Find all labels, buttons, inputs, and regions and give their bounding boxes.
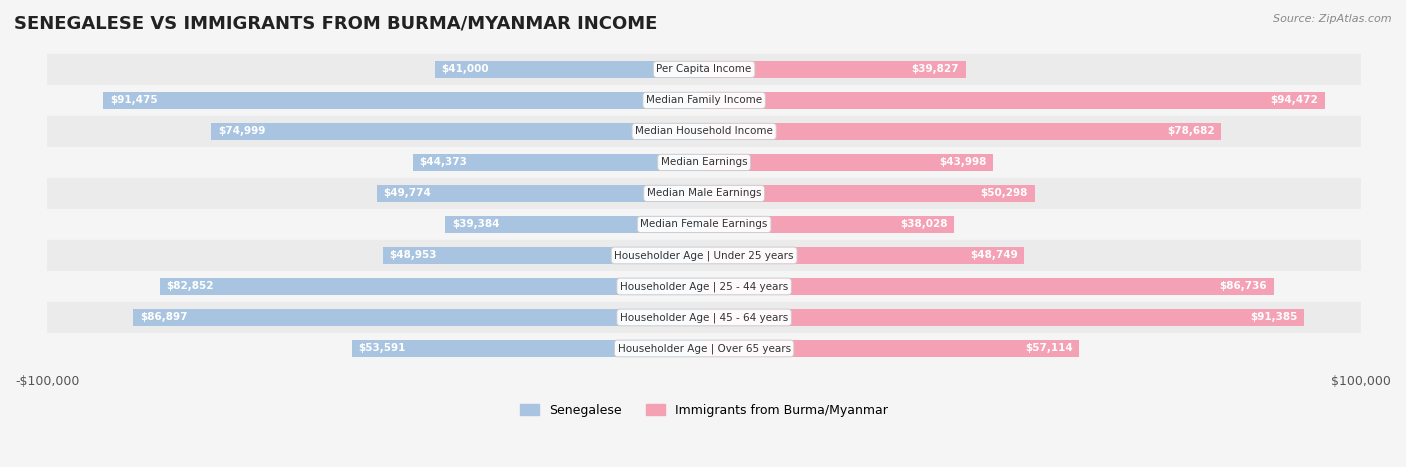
Text: Householder Age | 45 - 64 years: Householder Age | 45 - 64 years [620, 312, 789, 323]
Text: $91,385: $91,385 [1250, 312, 1298, 322]
Bar [48, 54, 1361, 85]
Bar [48, 271, 1361, 302]
Text: $57,114: $57,114 [1025, 343, 1073, 354]
Text: $78,682: $78,682 [1167, 127, 1215, 136]
Bar [704, 92, 1324, 109]
Bar [352, 340, 704, 357]
Text: $94,472: $94,472 [1271, 95, 1319, 106]
Bar [704, 154, 993, 171]
Bar [48, 302, 1361, 333]
Bar [211, 123, 704, 140]
Bar [48, 240, 1361, 271]
Text: Median Female Earnings: Median Female Earnings [641, 219, 768, 229]
Text: Householder Age | Under 25 years: Householder Age | Under 25 years [614, 250, 794, 261]
Text: $39,384: $39,384 [451, 219, 499, 229]
Bar [704, 61, 966, 78]
Text: $49,774: $49,774 [384, 188, 432, 198]
Bar [704, 185, 1035, 202]
Bar [704, 123, 1220, 140]
Text: Median Earnings: Median Earnings [661, 157, 748, 168]
Bar [704, 278, 1274, 295]
Bar [48, 333, 1361, 364]
Text: $86,897: $86,897 [139, 312, 187, 322]
Text: $86,736: $86,736 [1220, 282, 1267, 291]
Bar [412, 154, 704, 171]
Bar [446, 216, 704, 233]
Text: $39,827: $39,827 [911, 64, 959, 74]
Text: Householder Age | Over 65 years: Householder Age | Over 65 years [617, 343, 790, 354]
Bar [704, 216, 953, 233]
Text: Median Male Earnings: Median Male Earnings [647, 188, 762, 198]
Text: SENEGALESE VS IMMIGRANTS FROM BURMA/MYANMAR INCOME: SENEGALESE VS IMMIGRANTS FROM BURMA/MYAN… [14, 14, 658, 32]
Text: Median Household Income: Median Household Income [636, 127, 773, 136]
Text: Source: ZipAtlas.com: Source: ZipAtlas.com [1274, 14, 1392, 24]
Bar [48, 116, 1361, 147]
Bar [704, 340, 1080, 357]
Bar [48, 209, 1361, 240]
Text: $91,475: $91,475 [110, 95, 157, 106]
Text: $82,852: $82,852 [166, 282, 214, 291]
Text: Householder Age | 25 - 44 years: Householder Age | 25 - 44 years [620, 281, 789, 292]
Bar [160, 278, 704, 295]
Text: Median Family Income: Median Family Income [647, 95, 762, 106]
Text: $43,998: $43,998 [939, 157, 987, 168]
Bar [48, 85, 1361, 116]
Text: $74,999: $74,999 [218, 127, 266, 136]
Bar [434, 61, 704, 78]
Text: $48,749: $48,749 [970, 250, 1018, 261]
Text: $50,298: $50,298 [980, 188, 1028, 198]
Bar [48, 147, 1361, 178]
Bar [704, 309, 1305, 326]
Bar [704, 247, 1025, 264]
Bar [48, 178, 1361, 209]
Bar [134, 309, 704, 326]
Bar [377, 185, 704, 202]
Text: $41,000: $41,000 [441, 64, 489, 74]
Text: $53,591: $53,591 [359, 343, 406, 354]
Text: $44,373: $44,373 [419, 157, 467, 168]
Bar [382, 247, 704, 264]
Legend: Senegalese, Immigrants from Burma/Myanmar: Senegalese, Immigrants from Burma/Myanma… [515, 399, 893, 422]
Bar [103, 92, 704, 109]
Text: $48,953: $48,953 [389, 250, 437, 261]
Text: $38,028: $38,028 [900, 219, 948, 229]
Text: Per Capita Income: Per Capita Income [657, 64, 752, 74]
